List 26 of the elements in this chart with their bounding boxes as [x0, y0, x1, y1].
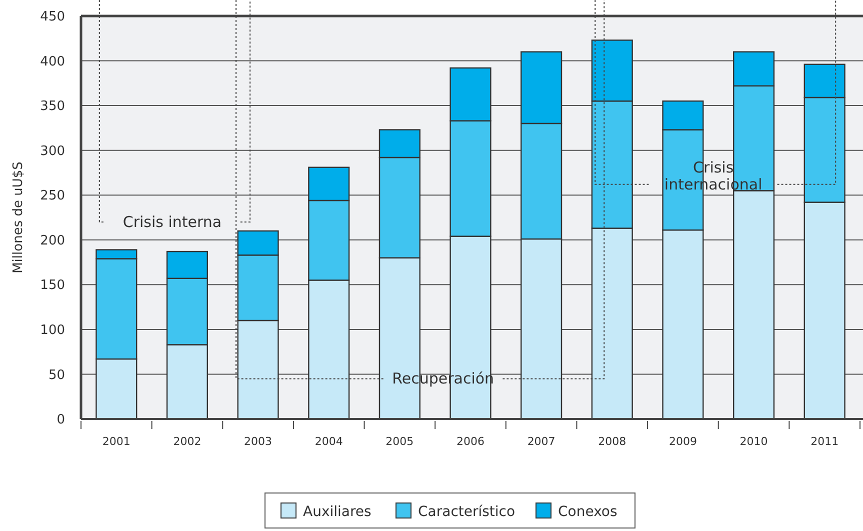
annotation: Crisis interna: [122, 212, 222, 231]
legend-label: Auxiliares: [303, 504, 372, 520]
y-tick-label: 100: [40, 322, 65, 338]
x-tick-label: 2007: [527, 435, 556, 448]
x-tick-label: 2009: [668, 435, 697, 448]
y-tick-label: 150: [40, 278, 65, 294]
x-tick-label: 2002: [173, 435, 202, 448]
x-tick-label: 2010: [740, 435, 768, 448]
x-tick-label: 2005: [386, 435, 414, 448]
x-tick-label: 2004: [314, 435, 343, 448]
y-tick-label: 350: [40, 99, 65, 114]
y-tick-label: 400: [40, 54, 65, 70]
y-tick-label: 300: [40, 144, 65, 159]
y-tick-label: 0: [56, 412, 65, 428]
y-tick-label: 250: [40, 188, 65, 204]
legend-label: Característico: [418, 504, 516, 520]
x-tick-label: 2011: [810, 435, 839, 448]
x-tick-label: 2003: [244, 435, 272, 448]
y-tick-label: 200: [40, 233, 65, 248]
x-tick-label: 2008: [598, 435, 626, 448]
x-tick-label: 2006: [456, 435, 484, 448]
y-tick-label: 50: [48, 368, 65, 383]
legend-label: Conexos: [558, 504, 618, 520]
x-tick-label: 2001: [102, 435, 130, 448]
y-axis-title: Millones de uU$S: [11, 162, 26, 274]
y-tick-label: 450: [40, 10, 65, 25]
